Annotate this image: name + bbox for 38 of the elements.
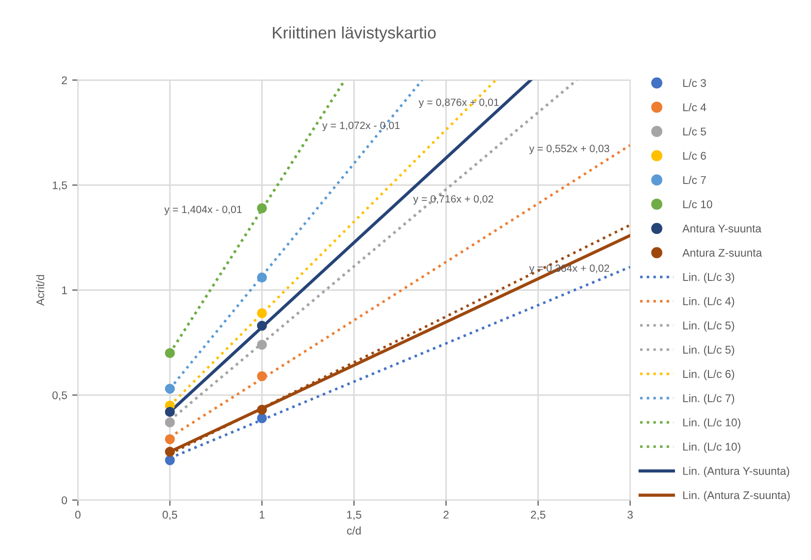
x-tick-label: 0: [75, 510, 81, 519]
legend-label: L/c 5: [683, 127, 706, 136]
x-tick-label: 2: [444, 510, 449, 519]
x-tick-label: 0,5: [162, 510, 178, 520]
annotation: y = 0,552x + 0,03: [529, 144, 610, 154]
legend-label: Lin. (L/c 3): [683, 272, 734, 284]
legend-label: Lin. (Antura Z-suunta): [683, 490, 790, 502]
legend-label: L/c 10: [683, 200, 712, 208]
annotation: y = 1,404x - 0,01: [164, 206, 242, 216]
y-tick-label: 0,5: [52, 391, 67, 401]
annotation: y = 0,716x + 0,02: [413, 195, 494, 205]
x-tick-label: 2,5: [530, 510, 546, 520]
legend-label: L/c 7: [683, 176, 706, 184]
x-tick-label: 1: [260, 510, 264, 519]
legend-label: L/c 3: [683, 78, 706, 87]
y-tick-label: 1: [62, 286, 67, 294]
legend-label: Lin. (L/c 10): [683, 442, 740, 453]
y-tick-label: 1,5: [52, 181, 67, 191]
legend-label: L/c 6: [683, 152, 706, 160]
legend-label: Antura Y-suunta: [682, 224, 762, 232]
legend-label: Lin. (L/c 5): [683, 346, 734, 356]
legend-label: Lin. (L/c 7): [683, 394, 734, 404]
legend-label: Lin. (L/c 6): [683, 370, 734, 380]
legend-label: Lin. (L/c 5): [683, 321, 734, 332]
x-tick-label: 1,5: [347, 510, 362, 520]
y-tick-label: 0: [62, 496, 68, 504]
annotation: y = 0,876x + 0,01: [418, 98, 499, 108]
legend-label: Lin. (Antura Y-suunta): [683, 466, 790, 478]
legend-label: Lin. (L/c 4): [683, 297, 734, 308]
legend-label: Antura Z-suunta: [682, 248, 762, 257]
annotation: y = 1,072x - 0,01: [322, 122, 400, 132]
x-axis-title: c/d: [347, 526, 361, 535]
chart-title: Kriittinen lävistyskartio: [272, 26, 436, 42]
y-tick-label: 2: [62, 76, 67, 84]
legend-label: Lin. (L/c 10): [683, 418, 740, 429]
y-axis-title: Acrit/d: [36, 275, 44, 306]
x-tick-label: 3: [627, 510, 633, 519]
legend-label: L/c 4: [683, 103, 706, 112]
